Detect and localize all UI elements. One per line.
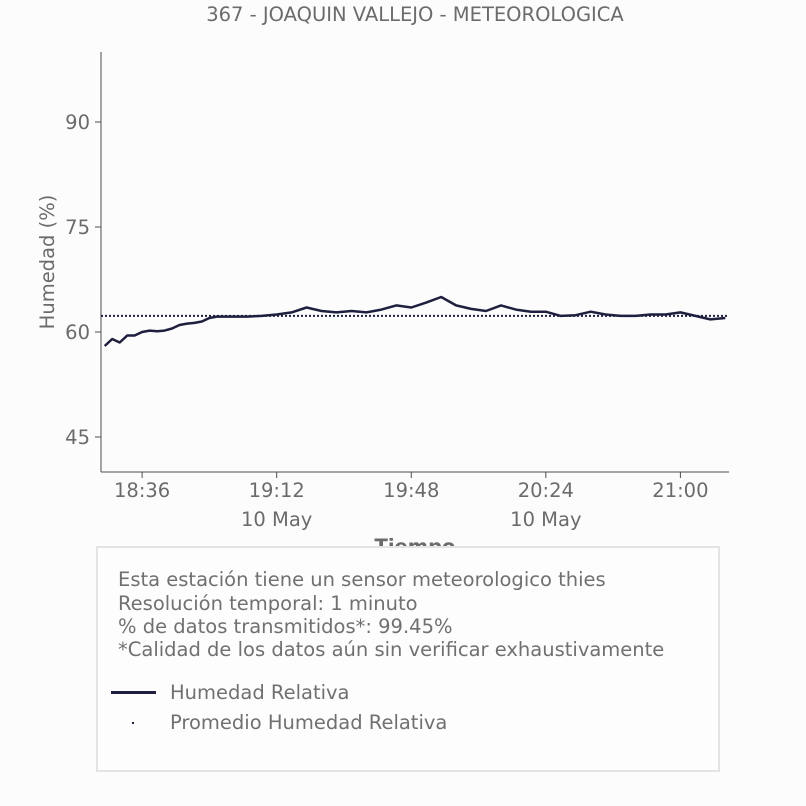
y-tick-label: 60 [65, 321, 90, 344]
legend-swatch-humidity [111, 691, 156, 694]
legend-label-average: Promedio Humedad Relativa [170, 711, 448, 734]
x-tick-label: 21:00 [652, 479, 708, 502]
series-group [101, 295, 729, 347]
legend-label-humidity: Humedad Relativa [170, 681, 350, 704]
info-transmitted-line: % de datos transmitidos*: 99.45% [118, 615, 453, 638]
info-resolution-line: Resolución temporal: 1 minuto [118, 592, 418, 615]
x-tick-label: 20:24 [518, 479, 574, 502]
y-axis: 45 60 75 90 [65, 52, 102, 472]
series-line-humidity [103, 295, 726, 347]
x-tick-label: 18:36 [114, 479, 170, 502]
y-tick-label: 75 [65, 216, 90, 239]
legend-swatch-average [132, 722, 134, 724]
x-tick-label: 19:12 [249, 479, 305, 502]
x-axis: 18:36 19:12 10 May 19:48 20:24 10 May 21:00 [101, 471, 729, 531]
y-tick-label: 90 [65, 111, 90, 134]
info-box: Esta estación tiene un sensor meteorolog… [96, 546, 720, 772]
y-axis-label: Humedad (%) [36, 195, 59, 330]
chart-title: 367 - JOAQUIN VALLEJO - METEOROLOGICA [206, 3, 624, 26]
info-sensor-line: Esta estación tiene un sensor meteorolog… [118, 568, 606, 591]
x-tick-label: 19:48 [383, 479, 439, 502]
x-tick-date-label: 10 May [510, 508, 581, 531]
y-tick-label: 45 [65, 426, 90, 449]
info-quality-note: *Calidad de los datos aún sin verificar … [118, 638, 665, 661]
x-tick-date-label: 10 May [241, 508, 312, 531]
